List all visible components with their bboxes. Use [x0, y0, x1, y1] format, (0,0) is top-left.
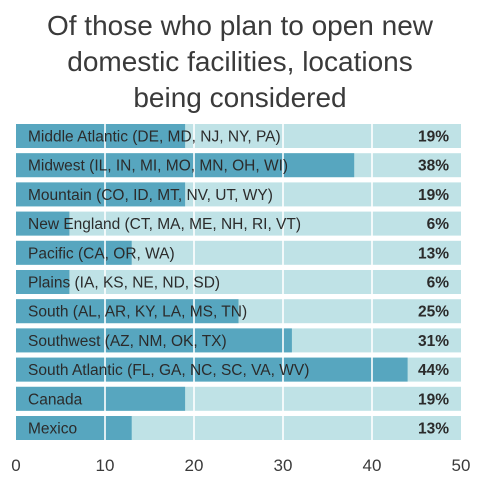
bar	[16, 416, 132, 440]
x-tick-label: 10	[96, 456, 115, 475]
x-tick-label: 0	[11, 456, 20, 475]
category-label: Middle Atlantic (DE, MD, NJ, NY, PA)	[28, 129, 281, 146]
x-tick-label: 50	[452, 456, 471, 475]
x-axis-ticks: 0 10 20 30 40 50	[11, 456, 470, 475]
chart-title-line-2: domestic facilities, locations	[67, 46, 413, 77]
chart-title: Of those who plan to open new domestic f…	[0, 8, 480, 116]
bar	[16, 270, 70, 294]
data-label: 6%	[427, 216, 450, 233]
bar	[16, 124, 186, 148]
data-label: 19%	[418, 187, 449, 204]
data-label: 31%	[418, 333, 449, 350]
data-label: 19%	[418, 129, 449, 146]
chart-title-line-1: Of those who plan to open new	[46, 10, 434, 41]
data-label: 19%	[418, 391, 449, 408]
bar-track	[16, 211, 461, 236]
category-label: Midwest (IL, IN, MI, MO, MN, OH, WI)	[28, 158, 288, 175]
bar-track	[16, 270, 461, 294]
bars	[16, 124, 408, 440]
data-label: 13%	[418, 245, 449, 262]
category-labels: Middle Atlantic (DE, MD, NJ, NY, PA) Midw…	[28, 129, 309, 438]
data-label: 6%	[427, 275, 450, 292]
category-label: South (AL, AR, KY, LA, MS, TN)	[28, 304, 247, 321]
category-label: New England (CT, MA, ME, NH, RI, VT)	[28, 216, 301, 233]
x-tick-label: 20	[185, 456, 204, 475]
x-tick-label: 40	[363, 456, 382, 475]
x-tick-label: 30	[274, 456, 293, 475]
category-label: Plains (IA, KS, NE, ND, SD)	[28, 275, 220, 292]
bar	[16, 299, 239, 324]
bar	[16, 153, 355, 178]
chart-title-line-3: being considered	[133, 82, 347, 113]
category-label: Southwest (AZ, NM, OK, TX)	[28, 333, 227, 350]
data-label: 25%	[418, 304, 449, 321]
category-label: Mountain (CO, ID, MT, NV, UT, WY)	[28, 187, 273, 204]
data-label: 38%	[418, 158, 449, 175]
category-label: Pacific (CA, OR, WA)	[28, 245, 175, 262]
bar	[16, 328, 292, 353]
bar	[16, 240, 132, 265]
data-label: 13%	[418, 421, 449, 438]
grid-lines	[104, 122, 373, 442]
bar	[16, 386, 186, 411]
category-label: Mexico	[28, 421, 77, 438]
value-labels: 19% 38% 19% 6% 13% 6% 25% 31% 44% 19% 13%	[418, 129, 449, 438]
category-label: Canada	[28, 391, 83, 408]
category-label: South Atlantic (FL, GA, NC, SC, VA, WV)	[28, 362, 309, 379]
bar	[16, 182, 186, 207]
data-label: 44%	[418, 362, 449, 379]
bar	[16, 211, 70, 236]
bar	[16, 357, 408, 382]
